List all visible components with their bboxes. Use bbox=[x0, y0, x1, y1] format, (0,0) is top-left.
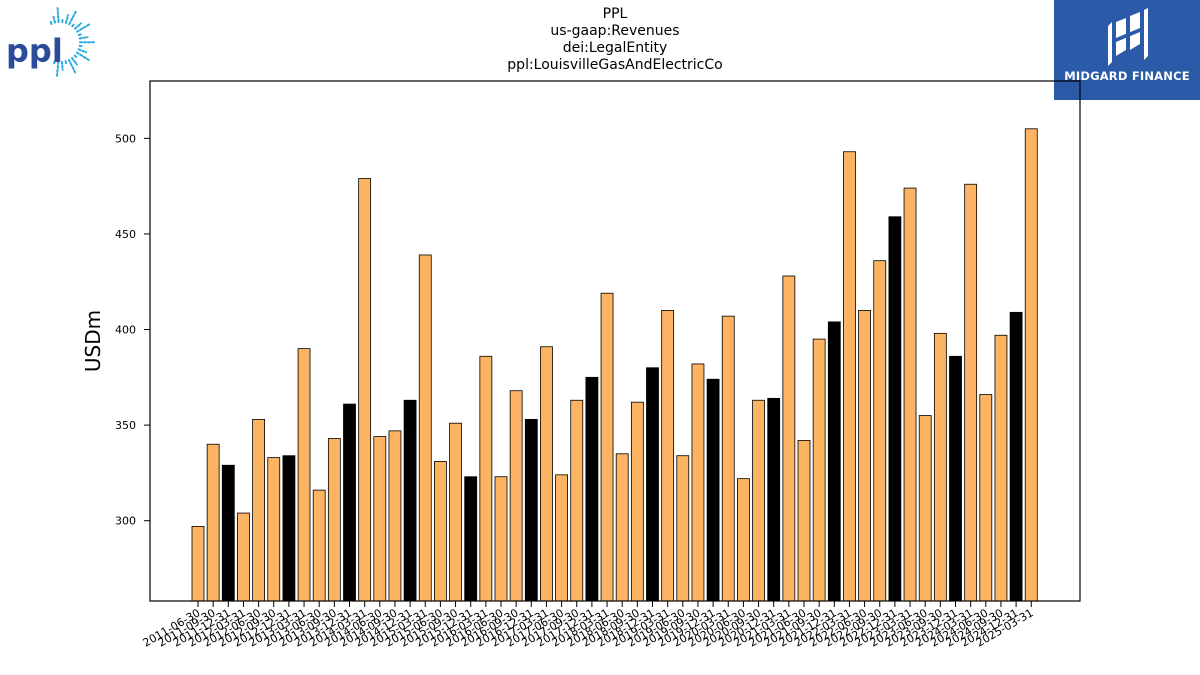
bar-2012-12-31 bbox=[282, 455, 296, 602]
midgard-logo-mark bbox=[1108, 8, 1148, 66]
ppl-logo: ppl bbox=[4, 4, 100, 80]
bar-2011-06-30 bbox=[191, 526, 205, 602]
ppl-logo-ray bbox=[53, 60, 56, 65]
ppl-logo-ray bbox=[67, 58, 77, 74]
ppl-logo-text: ppl bbox=[6, 32, 63, 70]
ppl-logo-ray bbox=[49, 21, 53, 25]
x-axis-ticks: 2011-06-302011-09-302011-12-312012-03-31… bbox=[141, 601, 1036, 650]
bar-2015-12-31 bbox=[464, 476, 478, 602]
bar-2017-06-30 bbox=[555, 474, 568, 602]
bar-2023-12-31 bbox=[949, 355, 962, 602]
bar-2016-12-31 bbox=[524, 418, 538, 602]
bar-2016-06-30 bbox=[494, 476, 508, 602]
bar-2022-09-30 bbox=[873, 260, 887, 602]
ppl-logo-ray bbox=[68, 10, 77, 26]
bar-2021-03-31 bbox=[782, 275, 796, 602]
bar-2013-12-31 bbox=[343, 403, 356, 602]
bar-2017-09-30 bbox=[570, 399, 584, 602]
bar-series bbox=[191, 128, 1038, 602]
y-tick-label: 400 bbox=[115, 324, 136, 337]
bar-2023-06-30 bbox=[918, 415, 932, 602]
bar-2014-09-30 bbox=[388, 430, 402, 602]
bar-2017-03-31 bbox=[540, 346, 553, 602]
bar-2024-09-30 bbox=[994, 334, 1008, 602]
bar-2019-06-30 bbox=[676, 455, 690, 602]
y-tick-label: 450 bbox=[115, 228, 136, 241]
bar-2016-09-30 bbox=[509, 390, 523, 602]
bar-2013-06-30 bbox=[312, 489, 326, 602]
y-tick-label: 300 bbox=[115, 515, 136, 528]
y-axis-ticks: 300 350 400 450 500 bbox=[115, 132, 150, 528]
title-line-company: PPL bbox=[602, 6, 628, 22]
ppl-logo-rays bbox=[49, 7, 95, 77]
ppl-logo-ray bbox=[71, 23, 75, 28]
bar-2019-09-30 bbox=[691, 363, 705, 602]
y-tick-label: 500 bbox=[115, 132, 136, 145]
bar-2024-06-30 bbox=[979, 394, 993, 602]
bar-2014-06-30 bbox=[373, 436, 387, 602]
bar-2012-06-30 bbox=[252, 418, 266, 602]
ppl-logo-ray bbox=[56, 7, 60, 23]
bar-2019-12-31 bbox=[706, 378, 720, 602]
bar-2021-06-30 bbox=[797, 440, 811, 602]
y-axis-label: USDm bbox=[81, 310, 105, 372]
bar-2024-03-31 bbox=[964, 183, 978, 602]
bar-2018-09-30 bbox=[630, 401, 644, 602]
ppl-logo-ray bbox=[52, 13, 56, 24]
ppl-logo-ray bbox=[60, 60, 64, 71]
bar-2015-03-31 bbox=[418, 254, 432, 602]
bar-2022-12-31 bbox=[888, 216, 902, 602]
bar-2023-09-30 bbox=[933, 332, 947, 602]
ppl-logo-ray bbox=[77, 33, 82, 36]
bar-2017-12-31 bbox=[585, 376, 599, 602]
midgard-logo-text: MIDGARD FINANCE bbox=[1064, 69, 1190, 83]
bar-2023-03-31 bbox=[903, 187, 917, 602]
bar-2013-09-30 bbox=[327, 438, 341, 602]
chart-title: PPL us-gaap:Revenues dei:LegalEntity ppl… bbox=[0, 6, 1200, 74]
bar-2011-12-31 bbox=[221, 464, 235, 602]
ppl-logo-ray bbox=[77, 48, 88, 54]
bar-2018-03-31 bbox=[600, 292, 614, 602]
bar-2021-09-30 bbox=[812, 338, 826, 602]
ppl-logo-graphic: ppl bbox=[6, 7, 95, 77]
ppl-logo-ray bbox=[78, 36, 89, 40]
midgard-finance-logo: MIDGARD FINANCE bbox=[1054, 0, 1200, 100]
bar-2014-03-31 bbox=[358, 178, 372, 602]
bar-2019-03-31 bbox=[661, 310, 675, 602]
plot-frame bbox=[149, 80, 1081, 602]
ppl-logo-ray bbox=[64, 14, 70, 24]
bar-2013-03-31 bbox=[297, 348, 311, 602]
title-line-member: ppl:LouisvilleGasAndElectricCo bbox=[507, 57, 723, 73]
bar-2024-12-31 bbox=[1009, 311, 1023, 602]
bar-2015-09-30 bbox=[449, 422, 462, 602]
bar-2020-12-31 bbox=[767, 397, 781, 602]
title-line-concept: us-gaap:Revenues bbox=[550, 23, 680, 39]
y-tick-label: 350 bbox=[115, 419, 136, 432]
ppl-logo-ray bbox=[56, 60, 60, 77]
ppl-logo-ray bbox=[73, 54, 78, 58]
ppl-logo-ray bbox=[76, 51, 90, 61]
bar-2018-06-30 bbox=[615, 453, 629, 602]
bar-2018-12-31 bbox=[646, 367, 659, 602]
bar-2015-06-30 bbox=[433, 461, 447, 602]
bar-2022-06-30 bbox=[858, 310, 871, 602]
bar-2021-12-31 bbox=[827, 321, 841, 602]
ppl-logo-ray bbox=[74, 22, 82, 30]
bar-2012-03-31 bbox=[237, 512, 250, 602]
ppl-logo-ray bbox=[71, 57, 78, 66]
bar-2011-09-30 bbox=[206, 443, 220, 602]
bar-2025-03-31 bbox=[1024, 128, 1038, 602]
ppl-logo-ray bbox=[64, 60, 68, 65]
ppl-logo-ray bbox=[76, 23, 91, 33]
bar-2012-09-30 bbox=[267, 457, 281, 602]
bar-2020-09-30 bbox=[752, 399, 765, 602]
bar-2020-06-30 bbox=[737, 478, 750, 602]
bar-2014-12-31 bbox=[403, 399, 417, 602]
bar-2020-03-31 bbox=[721, 315, 735, 602]
bar-2022-03-31 bbox=[843, 151, 856, 602]
bar-2016-03-31 bbox=[479, 355, 493, 602]
title-line-dimension: dei:LegalEntity bbox=[562, 40, 668, 56]
